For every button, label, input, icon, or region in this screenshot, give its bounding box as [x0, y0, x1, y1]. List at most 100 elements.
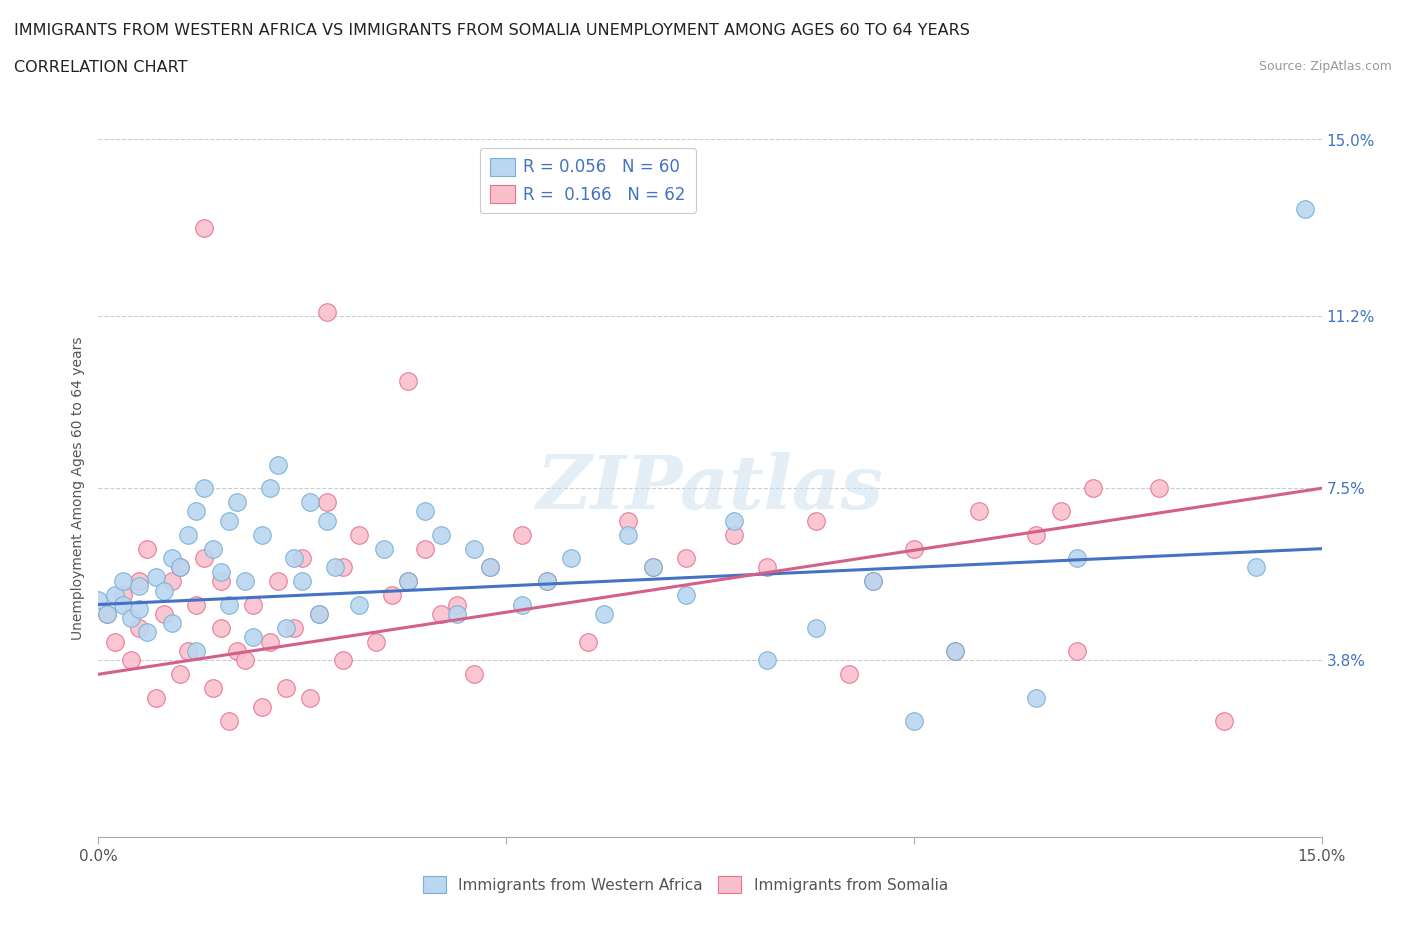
Point	[413, 504, 436, 519]
Point	[373, 541, 395, 556]
Point	[160, 551, 183, 565]
Point	[1066, 644, 1088, 658]
Point	[430, 527, 453, 542]
Point	[104, 588, 127, 603]
Point	[617, 527, 640, 542]
Point	[169, 667, 191, 682]
Point	[967, 504, 990, 519]
Text: ZIPatlas: ZIPatlas	[537, 452, 883, 525]
Point	[120, 611, 142, 626]
Point	[1294, 202, 1316, 217]
Point	[299, 690, 322, 705]
Point	[267, 458, 290, 472]
Point	[430, 606, 453, 621]
Point	[111, 597, 134, 612]
Point	[209, 565, 232, 579]
Point	[169, 560, 191, 575]
Text: IMMIGRANTS FROM WESTERN AFRICA VS IMMIGRANTS FROM SOMALIA UNEMPLOYMENT AMONG AGE: IMMIGRANTS FROM WESTERN AFRICA VS IMMIGR…	[14, 23, 970, 38]
Point	[723, 527, 745, 542]
Point	[218, 597, 240, 612]
Point	[1246, 560, 1268, 575]
Point	[242, 630, 264, 644]
Point	[576, 634, 599, 649]
Point	[675, 588, 697, 603]
Point	[145, 569, 167, 584]
Point	[308, 606, 330, 621]
Point	[259, 634, 281, 649]
Point	[396, 574, 419, 589]
Point	[381, 588, 404, 603]
Point	[1066, 551, 1088, 565]
Point	[193, 220, 215, 235]
Point	[943, 644, 966, 658]
Point	[96, 606, 118, 621]
Point	[186, 644, 208, 658]
Point	[903, 713, 925, 728]
Point	[332, 560, 354, 575]
Point	[943, 644, 966, 658]
Point	[593, 606, 616, 621]
Point	[903, 541, 925, 556]
Point	[283, 620, 305, 635]
Point	[756, 653, 779, 668]
Point	[349, 527, 371, 542]
Point	[396, 374, 419, 389]
Point	[283, 551, 305, 565]
Point	[1212, 713, 1234, 728]
Point	[177, 644, 200, 658]
Point	[1025, 690, 1047, 705]
Point	[396, 574, 419, 589]
Point	[267, 574, 290, 589]
Point	[332, 653, 354, 668]
Point	[413, 541, 436, 556]
Point	[242, 597, 264, 612]
Point	[323, 560, 346, 575]
Point	[111, 588, 134, 603]
Point	[128, 578, 150, 593]
Point	[804, 620, 827, 635]
Point	[274, 681, 297, 696]
Text: Source: ZipAtlas.com: Source: ZipAtlas.com	[1258, 60, 1392, 73]
Point	[226, 644, 249, 658]
Point	[308, 606, 330, 621]
Point	[104, 634, 127, 649]
Point	[299, 495, 322, 510]
Point	[291, 551, 314, 565]
Point	[87, 592, 110, 607]
Point	[315, 495, 337, 510]
Point	[478, 560, 501, 575]
Y-axis label: Unemployment Among Ages 60 to 64 years: Unemployment Among Ages 60 to 64 years	[72, 337, 86, 640]
Point	[186, 504, 208, 519]
Point	[804, 513, 827, 528]
Point	[136, 625, 159, 640]
Point	[177, 527, 200, 542]
Point	[560, 551, 582, 565]
Point	[128, 602, 150, 617]
Point	[274, 620, 297, 635]
Point	[250, 699, 273, 714]
Point	[111, 574, 134, 589]
Point	[259, 481, 281, 496]
Point	[226, 495, 249, 510]
Point	[209, 574, 232, 589]
Point	[723, 513, 745, 528]
Point	[128, 574, 150, 589]
Point	[364, 634, 387, 649]
Point	[169, 560, 191, 575]
Point	[478, 560, 501, 575]
Point	[152, 606, 174, 621]
Point	[315, 304, 337, 319]
Point	[512, 597, 534, 612]
Point	[315, 513, 337, 528]
Point	[641, 560, 664, 575]
Point	[152, 583, 174, 598]
Point	[862, 574, 884, 589]
Point	[1025, 527, 1047, 542]
Point	[675, 551, 697, 565]
Point	[193, 551, 215, 565]
Point	[617, 513, 640, 528]
Point	[641, 560, 664, 575]
Point	[233, 574, 256, 589]
Point	[446, 606, 468, 621]
Point	[250, 527, 273, 542]
